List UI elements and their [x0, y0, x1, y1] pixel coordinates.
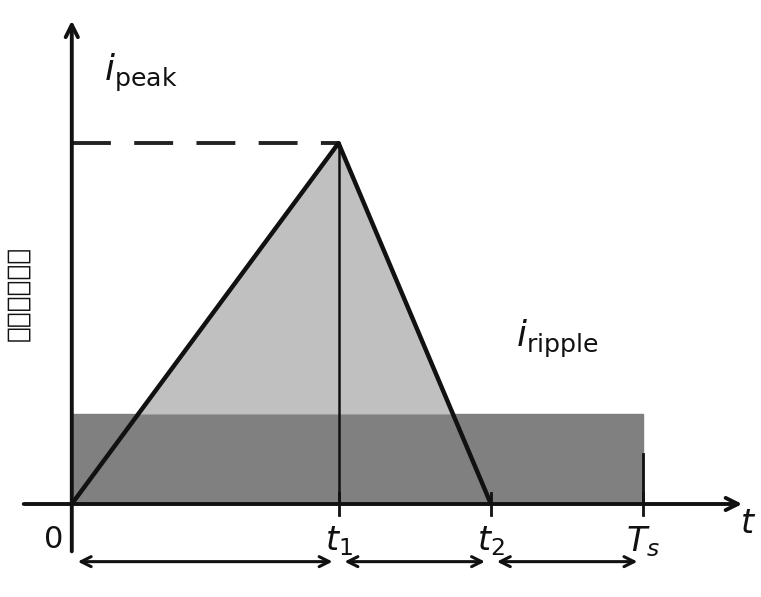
Polygon shape [72, 143, 491, 504]
Text: $t$: $t$ [740, 508, 756, 540]
Text: $t_1$: $t_1$ [325, 525, 352, 558]
Text: $t_2$: $t_2$ [477, 525, 505, 558]
Text: $0$: $0$ [43, 525, 62, 553]
Polygon shape [139, 143, 453, 414]
Polygon shape [72, 414, 643, 504]
Text: $T_s$: $T_s$ [626, 524, 661, 559]
Text: 解耦电感电流: 解耦电感电流 [5, 246, 30, 341]
Text: $i_{\mathrm{ripple}}$: $i_{\mathrm{ripple}}$ [516, 318, 599, 359]
Text: $i_{\mathrm{peak}}$: $i_{\mathrm{peak}}$ [103, 52, 177, 94]
